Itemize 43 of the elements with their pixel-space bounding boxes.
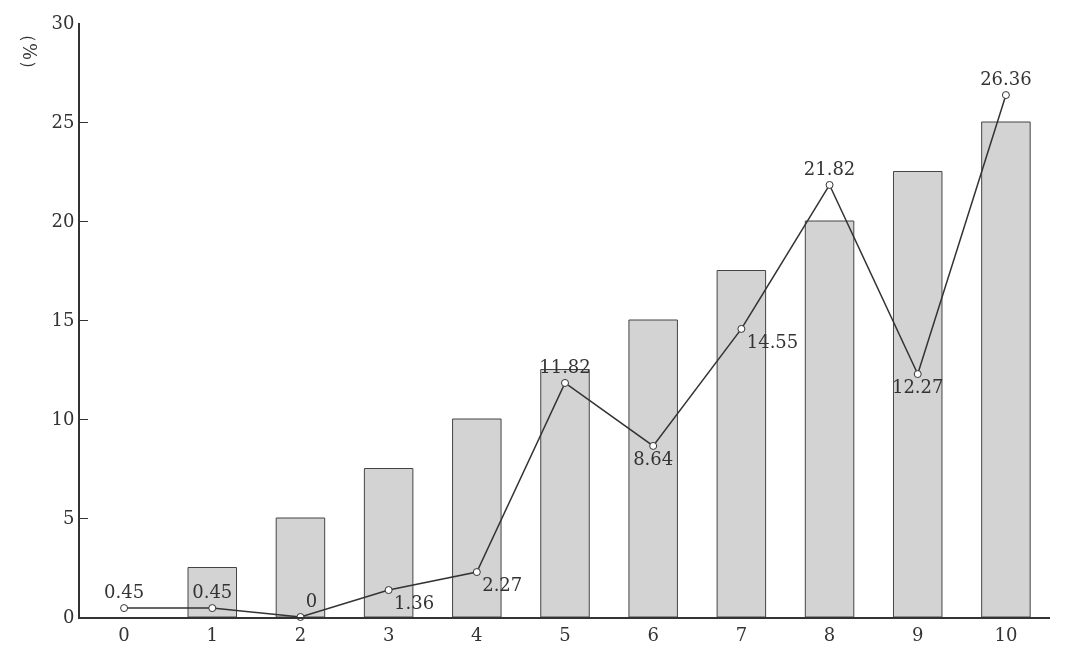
y-tick-label: 0 (62, 606, 75, 628)
y-tick-label: 25 (51, 111, 75, 133)
data-label: 21.82 (803, 158, 856, 180)
x-tick-label: 0 (118, 623, 130, 645)
bar (892, 171, 943, 617)
x-tick-label: 7 (735, 623, 748, 645)
x-tick-label: 2 (294, 623, 307, 645)
data-label: 26.36 (980, 68, 1032, 90)
x-tick-label: 3 (382, 623, 395, 645)
point (825, 180, 834, 189)
y-tick-label: 20 (51, 210, 75, 232)
point (1001, 91, 1010, 100)
y-tick-label: 30 (51, 12, 75, 34)
y-tick-label: 10 (51, 408, 75, 430)
data-label: 12.27 (891, 375, 944, 397)
point (472, 568, 481, 577)
point (649, 441, 658, 450)
point (913, 370, 922, 379)
point (384, 586, 393, 595)
bar (628, 319, 678, 617)
point (561, 378, 569, 387)
bar (275, 517, 326, 617)
point (737, 324, 746, 333)
bar (804, 220, 855, 617)
data-label: 0.45 (192, 581, 233, 603)
data-label: 2.27 (482, 573, 523, 595)
y-axis-title: （%） (18, 25, 40, 79)
point (208, 604, 217, 613)
y-tick-label: 15 (51, 309, 75, 331)
bar (187, 567, 238, 617)
x-tick-label: 4 (471, 623, 483, 645)
data-label: 0.45 (104, 581, 145, 603)
x-tick-label: 8 (823, 623, 836, 645)
x-tick-label: 9 (912, 623, 924, 645)
point (120, 604, 129, 613)
x-tick-label: 10 (994, 623, 1018, 645)
y-tick-label: 5 (62, 507, 75, 529)
bar (981, 121, 1031, 617)
x-tick-label: 1 (206, 623, 218, 645)
x-tick-label: 5 (559, 623, 571, 645)
x-tick-label: 6 (647, 623, 659, 645)
data-label: 8.64 (633, 447, 674, 469)
data-label: 0 (305, 590, 318, 612)
